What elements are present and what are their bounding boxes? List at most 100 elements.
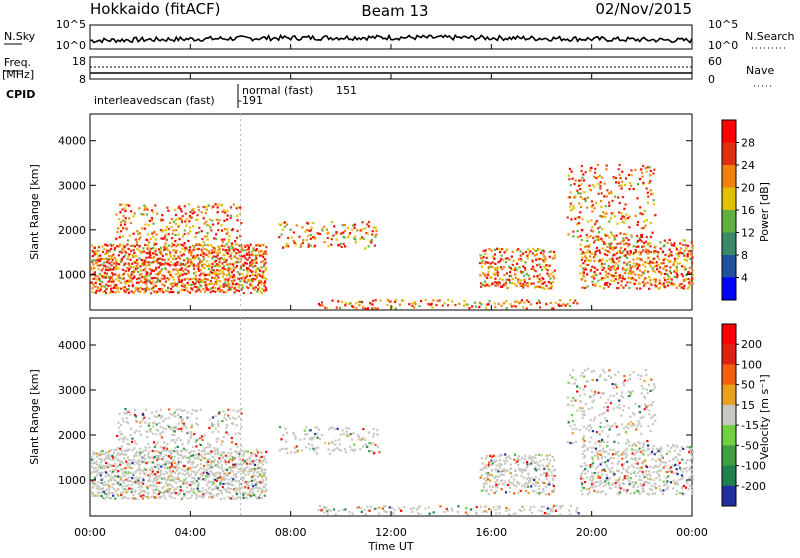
velocity-heat-cell <box>176 449 178 451</box>
power-heat-cell <box>182 248 184 250</box>
velocity-heat-cell <box>254 475 256 477</box>
power-heat-cell <box>229 277 231 279</box>
velocity-heat-cell <box>548 462 550 464</box>
velocity-heat-cell <box>223 476 225 478</box>
power-heat-cell <box>606 260 608 262</box>
velocity-heat-cell <box>125 491 127 493</box>
velocity-heat-cell <box>481 469 483 471</box>
power-heat-cell <box>634 265 636 267</box>
velocity-heat-cell <box>609 477 611 479</box>
velocity-heat-cell <box>616 393 618 395</box>
velocity-heat-cell <box>548 474 550 476</box>
velocity-heat-cell <box>535 492 537 494</box>
power-heat-cell <box>618 211 620 213</box>
power-heat-cell <box>569 305 571 307</box>
power-heat-cell <box>147 252 149 254</box>
power-heat-cell <box>524 261 526 263</box>
power-heat-cell <box>233 269 235 271</box>
power-heat-cell <box>626 281 628 283</box>
velocity-heat-cell <box>657 466 659 468</box>
velocity-heat-cell <box>592 430 594 432</box>
velocity-heat-cell <box>219 483 221 485</box>
velocity-heat-cell <box>119 431 121 433</box>
power-heat-cell <box>577 236 579 238</box>
power-ytick-label: 1000 <box>58 268 86 281</box>
power-heat-cell <box>668 281 670 283</box>
velocity-heat-cell <box>508 509 510 511</box>
power-heat-cell <box>454 304 456 306</box>
velocity-heat-cell <box>538 488 540 490</box>
power-heat-cell <box>232 228 234 230</box>
power-heat-cell <box>516 301 518 303</box>
freq-tick-bottom: 8 <box>79 73 86 86</box>
velocity-heat-cell <box>682 471 684 473</box>
velocity-heat-cell <box>612 483 614 485</box>
power-heat-cell <box>447 299 449 301</box>
power-heat-cell <box>574 300 576 302</box>
velocity-heat-cell <box>176 428 178 430</box>
power-heat-cell <box>649 279 651 281</box>
power-heat-cell <box>681 265 683 267</box>
velocity-heat-cell <box>508 513 510 515</box>
power-heat-cell <box>172 291 174 293</box>
velocity-heat-cell <box>337 428 339 430</box>
power-heat-cell <box>99 260 101 262</box>
velocity-heat-cell <box>481 457 483 459</box>
velocity-heat-cell <box>504 480 506 482</box>
power-heat-cell <box>532 266 534 268</box>
power-heat-cell <box>641 234 643 236</box>
power-heat-cell <box>259 255 261 257</box>
velocity-heat-cell <box>373 433 375 435</box>
velocity-heat-cell <box>171 476 173 478</box>
velocity-heat-cell <box>169 413 171 415</box>
velocity-heat-cell <box>202 478 204 480</box>
velocity-heat-cell <box>213 465 215 467</box>
power-heat-cell <box>180 262 182 264</box>
velocity-heat-cell <box>467 513 469 515</box>
power-heat-cell <box>161 289 163 291</box>
power-heat-cell <box>287 237 289 239</box>
velocity-heat-cell <box>197 488 199 490</box>
power-heat-cell <box>643 285 645 287</box>
power-heat-cell <box>107 244 109 246</box>
velocity-heat-cell <box>579 429 581 431</box>
velocity-heat-cell <box>226 469 228 471</box>
velocity-heat-cell <box>674 464 676 466</box>
power-heat-cell <box>592 284 594 286</box>
power-heat-cell <box>652 267 654 269</box>
power-heat-cell <box>618 260 620 262</box>
power-heat-cell <box>629 264 631 266</box>
velocity-heat-cell <box>572 397 574 399</box>
velocity-heat-cell <box>364 439 366 441</box>
velocity-heat-cell <box>612 425 614 427</box>
power-heat-cell <box>488 271 490 273</box>
power-heat-cell <box>578 203 580 205</box>
velocity-heat-cell <box>584 481 586 483</box>
velocity-heat-cell <box>223 410 225 412</box>
power-heat-cell <box>502 279 504 281</box>
power-heat-cell <box>641 176 643 178</box>
velocity-heat-cell <box>92 458 94 460</box>
velocity-heat-cell <box>242 479 244 481</box>
velocity-heat-cell <box>534 457 536 459</box>
power-heat-cell <box>579 188 581 190</box>
power-heat-cell <box>479 274 481 276</box>
velocity-heat-cell <box>360 507 362 509</box>
power-heat-cell <box>494 306 496 308</box>
velocity-heat-cell <box>224 459 226 461</box>
power-heat-cell <box>164 242 166 244</box>
power-heat-cell <box>609 247 611 249</box>
power-heat-cell <box>615 181 617 183</box>
power-heat-cell <box>626 263 628 265</box>
power-heat-cell <box>187 270 189 272</box>
velocity-heat-cell <box>101 450 103 452</box>
velocity-heat-cell <box>642 416 644 418</box>
power-heat-cell <box>331 300 333 302</box>
velocity-heat-cell <box>583 450 585 452</box>
velocity-heat-cell <box>103 491 105 493</box>
power-heat-cell <box>247 248 249 250</box>
power-heat-cell <box>596 220 598 222</box>
velocity-heat-cell <box>641 392 643 394</box>
velocity-heat-cell <box>503 460 505 462</box>
power-heat-cell <box>539 302 541 304</box>
